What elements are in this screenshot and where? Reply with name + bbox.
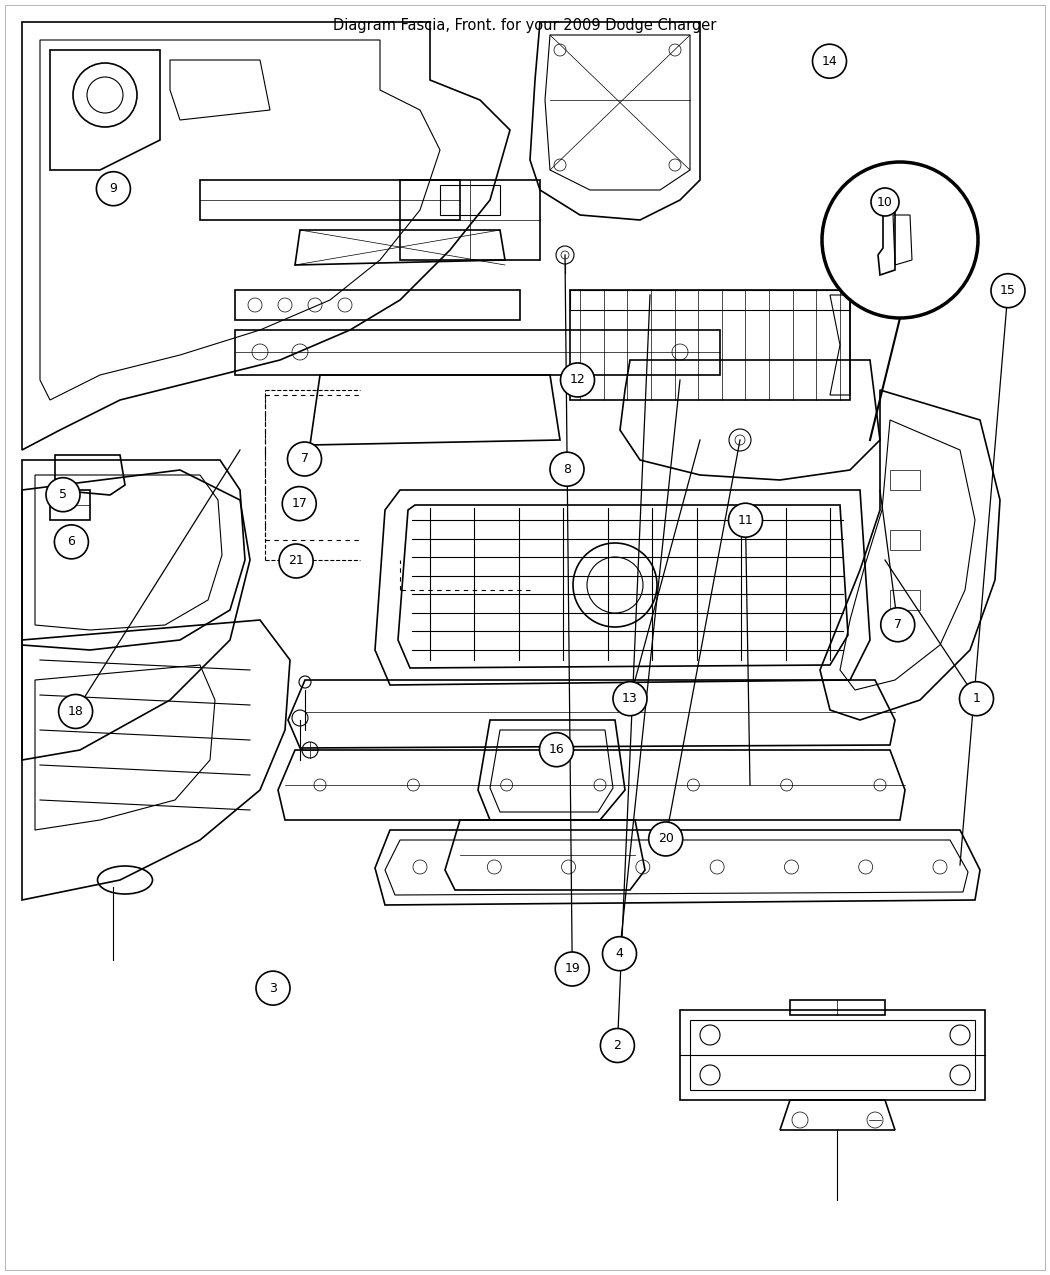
Circle shape [991, 274, 1025, 307]
Text: 7: 7 [894, 618, 902, 631]
Circle shape [97, 172, 130, 205]
Circle shape [550, 453, 584, 486]
Text: 1: 1 [972, 692, 981, 705]
Circle shape [822, 162, 978, 317]
Text: 21: 21 [288, 555, 304, 567]
Text: 16: 16 [548, 743, 565, 756]
Circle shape [649, 822, 682, 856]
Circle shape [59, 695, 92, 728]
Circle shape [960, 682, 993, 715]
Circle shape [603, 937, 636, 970]
Text: 19: 19 [565, 963, 580, 975]
Circle shape [288, 442, 321, 476]
Circle shape [881, 608, 915, 641]
Circle shape [601, 1029, 634, 1062]
Text: 17: 17 [291, 497, 308, 510]
Circle shape [555, 952, 589, 986]
Circle shape [46, 478, 80, 511]
Text: 14: 14 [821, 55, 838, 68]
Text: 18: 18 [67, 705, 84, 718]
Circle shape [813, 45, 846, 78]
Text: 10: 10 [877, 195, 892, 209]
Circle shape [256, 972, 290, 1005]
Circle shape [282, 487, 316, 520]
Text: 15: 15 [1000, 284, 1016, 297]
Text: 5: 5 [59, 488, 67, 501]
Circle shape [729, 504, 762, 537]
Text: 8: 8 [563, 463, 571, 476]
Text: 6: 6 [67, 536, 76, 548]
Text: Diagram Fascia, Front. for your 2009 Dodge Charger: Diagram Fascia, Front. for your 2009 Dod… [333, 18, 717, 33]
Circle shape [55, 525, 88, 558]
Text: 11: 11 [737, 514, 754, 527]
Text: 4: 4 [615, 947, 624, 960]
Text: 13: 13 [622, 692, 638, 705]
Circle shape [872, 187, 899, 215]
Text: 7: 7 [300, 453, 309, 465]
Text: 9: 9 [109, 182, 118, 195]
Circle shape [561, 363, 594, 397]
Text: 20: 20 [657, 833, 674, 845]
Text: 3: 3 [269, 982, 277, 994]
Circle shape [279, 544, 313, 578]
Text: 2: 2 [613, 1039, 622, 1052]
Text: 12: 12 [569, 374, 586, 386]
Circle shape [540, 733, 573, 766]
Circle shape [613, 682, 647, 715]
